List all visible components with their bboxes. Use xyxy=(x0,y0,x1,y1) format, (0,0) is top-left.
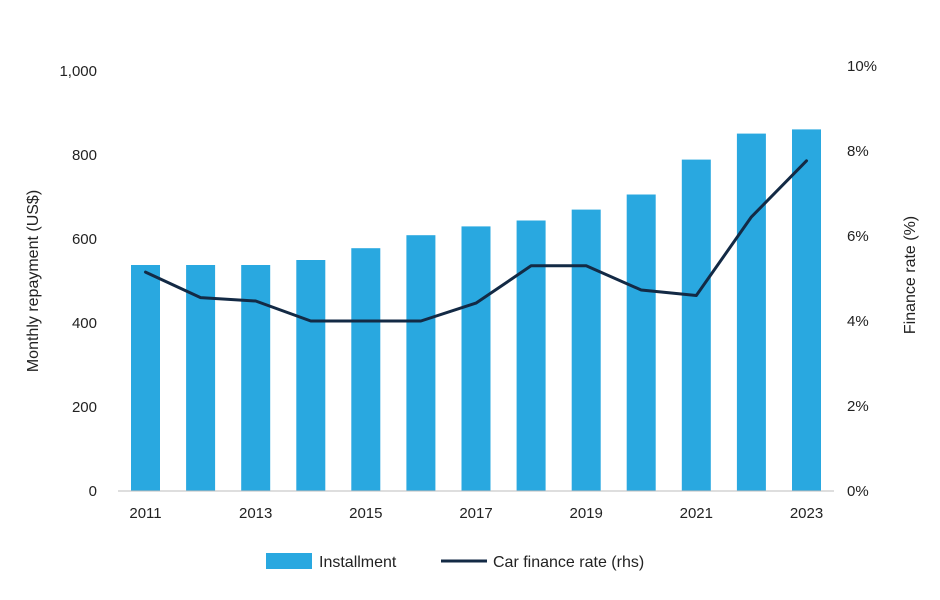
y2-tick-label: 8% xyxy=(847,143,869,160)
bar-2023 xyxy=(792,129,821,491)
y2-tick-label: 6% xyxy=(847,228,869,245)
y2-axis-ticks: 0% 2% 4% 6% 8% 10% xyxy=(847,58,877,500)
y2-tick-label: 0% xyxy=(847,483,869,500)
y2-axis-title: Finance rate (%) xyxy=(902,216,919,334)
x-tick-label: 2011 xyxy=(129,505,161,522)
bar-2016 xyxy=(406,235,436,491)
y-axis-title: Monthly repayment (US$) xyxy=(25,190,42,372)
bar-2011 xyxy=(131,265,160,491)
bars-group xyxy=(131,129,821,491)
y-tick-label: 800 xyxy=(72,147,97,164)
bar-2021 xyxy=(681,159,711,491)
y-tick-label: 200 xyxy=(72,399,97,416)
bar-2020 xyxy=(626,194,656,491)
line-series-group xyxy=(144,159,808,323)
legend-label-installment: Installment xyxy=(319,554,397,571)
bar-2014 xyxy=(296,260,326,491)
legend: Installment Car finance rate (rhs) xyxy=(266,553,644,571)
legend-label-finance-rate: Car finance rate (rhs) xyxy=(493,554,644,571)
y-tick-label: 600 xyxy=(72,231,97,248)
x-tick-label: 2019 xyxy=(570,505,603,522)
y2-tick-label: 2% xyxy=(847,398,869,415)
bar-2018 xyxy=(516,220,546,491)
y-tick-label: 1,000 xyxy=(59,63,97,80)
x-tick-label: 2017 xyxy=(459,505,492,522)
bar-2015 xyxy=(351,248,381,491)
y2-tick-label: 10% xyxy=(847,58,877,75)
legend-swatch-installment xyxy=(266,553,312,569)
x-tick-label: 2021 xyxy=(680,505,713,522)
x-tick-label: 2015 xyxy=(349,505,382,522)
y2-tick-label: 4% xyxy=(847,313,869,330)
y-tick-label: 400 xyxy=(72,315,97,332)
y-axis-ticks: 0 200 400 600 800 1,000 xyxy=(59,63,97,500)
x-tick-label: 2013 xyxy=(239,505,272,522)
y-tick-label: 0 xyxy=(89,483,97,500)
bar-2012 xyxy=(186,265,216,491)
bar-2013 xyxy=(241,265,271,491)
bar-2017 xyxy=(461,226,491,491)
x-tick-label: 2023 xyxy=(790,505,823,522)
bar-2022 xyxy=(736,133,766,491)
x-axis-ticks: 2011 2013 2015 2017 2019 2021 2023 xyxy=(129,505,823,522)
bar-2019 xyxy=(571,209,601,491)
